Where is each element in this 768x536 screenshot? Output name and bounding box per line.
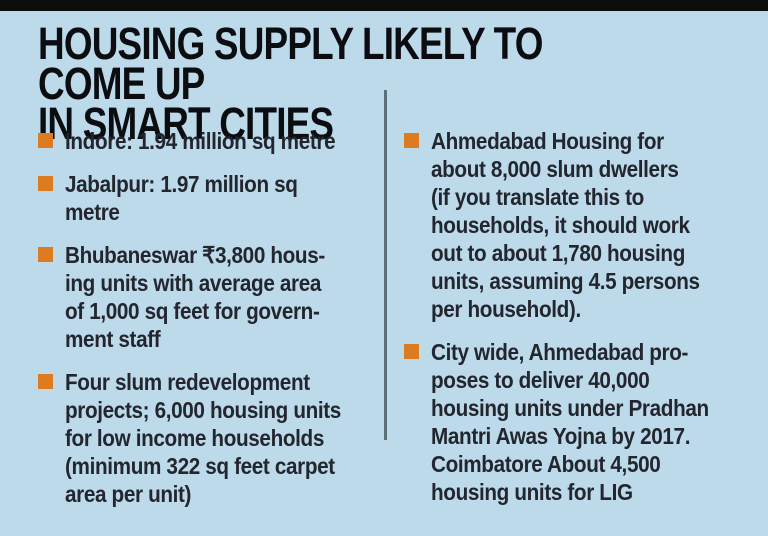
list-item: Indore: 1.94 million sq metre xyxy=(38,127,383,155)
page-title: HOUSING SUPPLY LIKELY TO COME UP IN SMAR… xyxy=(38,18,543,149)
bullet-square-icon xyxy=(38,176,53,191)
list-item: Bhubaneswar ₹3,800 hous- ing units with … xyxy=(38,241,383,353)
list-item-text: City wide, Ahmedabad pro- poses to deliv… xyxy=(431,339,709,505)
bullet-square-icon xyxy=(38,374,53,389)
list-item: City wide, Ahmedabad pro- poses to deliv… xyxy=(404,338,749,506)
list-item-text: Jabalpur: 1.97 million sq metre xyxy=(65,171,298,225)
bullet-square-icon xyxy=(38,133,53,148)
list-item-text: Ahmedabad Housing for about 8,000 slum d… xyxy=(431,128,700,322)
list-item: Jabalpur: 1.97 million sq metre xyxy=(38,170,383,226)
column-divider xyxy=(384,90,387,440)
right-column: Ahmedabad Housing for about 8,000 slum d… xyxy=(404,127,749,506)
list-item-text: Bhubaneswar ₹3,800 hous- ing units with … xyxy=(65,242,325,352)
top-bar xyxy=(0,0,768,11)
left-column: Indore: 1.94 million sq metre Jabalpur: … xyxy=(38,127,383,508)
bullet-square-icon xyxy=(404,344,419,359)
list-item-text: Four slum redevelopment projects; 6,000 … xyxy=(65,369,341,507)
list-item: Ahmedabad Housing for about 8,000 slum d… xyxy=(404,127,749,323)
bullet-square-icon xyxy=(38,247,53,262)
list-item: Four slum redevelopment projects; 6,000 … xyxy=(38,368,383,508)
bullet-square-icon xyxy=(404,133,419,148)
list-item-text: Indore: 1.94 million sq metre xyxy=(65,128,336,154)
